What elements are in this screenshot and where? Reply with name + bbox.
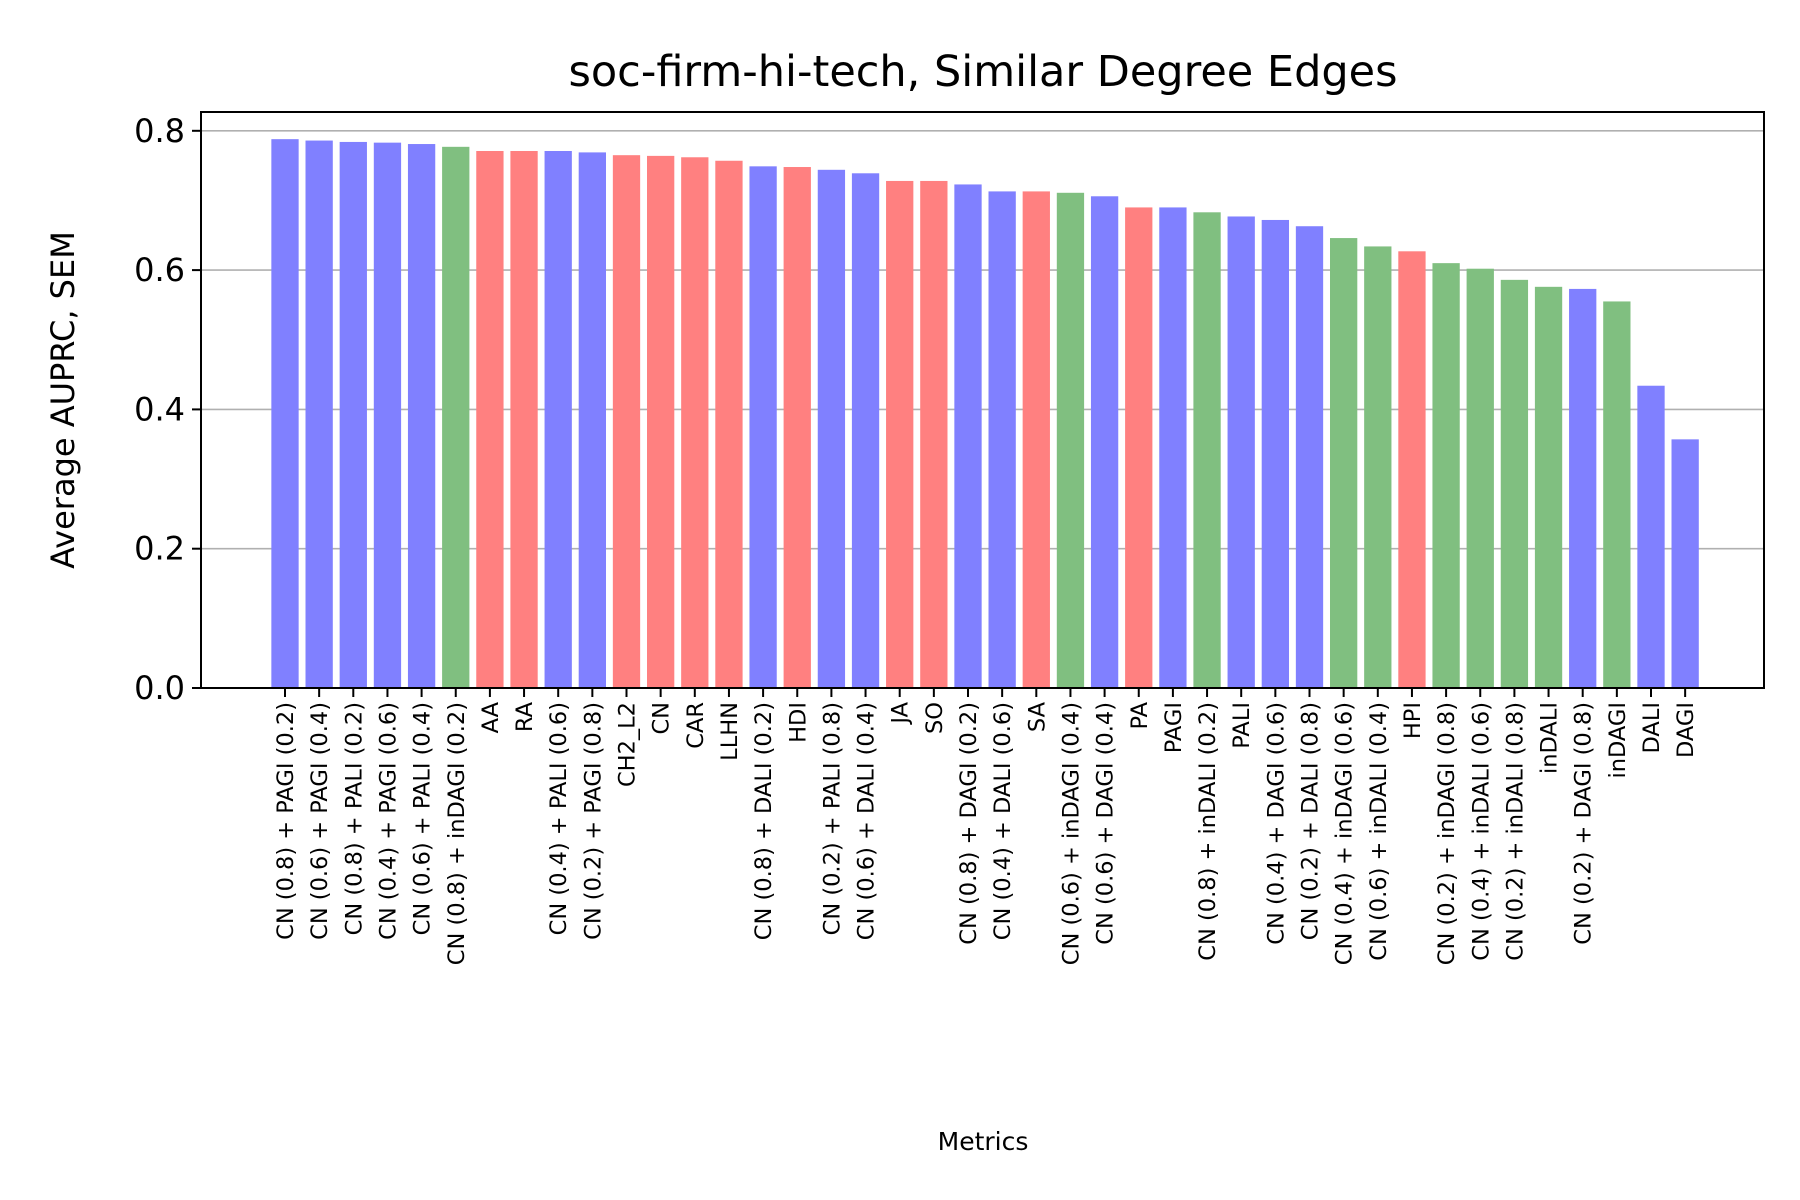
x-tick-label: SA: [1024, 701, 1050, 732]
x-tick-label: CN (0.4) + DAGI (0.6): [1263, 702, 1289, 945]
y-gridlines: [201, 130, 1764, 550]
bar: [1671, 439, 1699, 688]
x-tick-label: SO: [922, 702, 948, 734]
x-tick-label: CH2_L2: [615, 702, 641, 787]
x-tick-label: CN (0.4) + inDAGI (0.6): [1332, 702, 1358, 965]
x-tick-label: CN (0.8) + inDALI (0.2): [1195, 702, 1221, 961]
bar: [1022, 191, 1050, 688]
bar: [578, 152, 606, 689]
bar: [271, 139, 299, 689]
x-axis-label: Metrics: [938, 1127, 1029, 1156]
x-tick-label: CN (0.2) + PALI (0.8): [819, 702, 845, 935]
x-tick-label: CN (0.8) + inDAGI (0.2): [444, 702, 470, 965]
bar: [476, 151, 504, 688]
bar: [851, 173, 880, 689]
x-tick-label: CN (0.6) + inDAGI (0.4): [1058, 702, 1084, 965]
x-tick-label: CN (0.8) + PALI (0.2): [341, 702, 367, 935]
x-tick-label: CN: [649, 702, 675, 735]
x-tick-label: CN (0.8) + PAGI (0.2): [273, 702, 299, 940]
bar: [1227, 216, 1255, 688]
bar: [1364, 246, 1392, 688]
chart-title: soc-firm-hi-tech, Similar Degree Edges: [568, 47, 1397, 97]
y-axis-label: Average AUPRC, SEM: [44, 231, 82, 569]
bar: [1500, 279, 1529, 688]
x-tick-label: CN (0.4) + inDALI (0.6): [1468, 702, 1494, 961]
bar: [1534, 286, 1563, 688]
bar: [1295, 226, 1324, 688]
bar: [1637, 385, 1665, 688]
bar: [1193, 212, 1221, 688]
x-tick-label: PALI: [1229, 702, 1255, 749]
bar: [1125, 207, 1153, 688]
x-axis: CN (0.8) + PAGI (0.2) CN (0.6) + PAGI (0.…: [273, 688, 1699, 965]
bar: [954, 184, 982, 688]
bar: [442, 146, 470, 689]
x-tick-label: CN (0.6) + DAGI (0.4): [1093, 702, 1119, 945]
bar: [1466, 268, 1494, 688]
x-tick-label: LLHN: [717, 702, 743, 761]
bar: [1159, 207, 1187, 688]
bar: [817, 169, 846, 688]
x-tick-label: CN (0.8) + DALI (0.2): [751, 702, 777, 940]
bar: [681, 157, 709, 688]
y-axis: 0.0 0.2 0.4 0.6 0.8: [134, 112, 201, 707]
x-tick-label: CN (0.4) + DALI (0.6): [990, 702, 1016, 940]
x-tick-label: DALI: [1639, 702, 1665, 754]
bar: [783, 167, 811, 689]
bar: [612, 155, 641, 688]
x-tick-label: CN (0.8) + DAGI (0.2): [956, 702, 982, 945]
bar: [1398, 251, 1426, 688]
bar: [305, 140, 333, 689]
y-tick-label: 0.6: [134, 251, 185, 289]
bar: [749, 166, 777, 688]
bar: [1603, 301, 1631, 688]
bar: [920, 180, 948, 689]
x-tick-label: CN (0.6) + PAGI (0.4): [307, 702, 333, 940]
y-tick-label: 0.0: [134, 669, 185, 707]
bar: [373, 142, 402, 689]
bar: [407, 144, 436, 688]
y-tick-label: 0.2: [134, 530, 185, 568]
x-tick-label: CN (0.4) + PAGI (0.6): [375, 702, 401, 940]
x-tick-label: RA: [512, 701, 538, 732]
x-tick-label: JA: [888, 701, 914, 725]
x-tick-label: CN (0.4) + PALI (0.6): [546, 702, 572, 935]
bar: [886, 180, 914, 689]
x-tick-label: inDAGI: [1605, 702, 1631, 779]
x-tick-label: CN (0.2) + PAGI (0.8): [580, 702, 606, 940]
x-tick-label: CAR: [683, 702, 709, 749]
x-tick-label: DAGI: [1673, 702, 1699, 758]
x-tick-label: AA: [478, 701, 504, 733]
bar: [1090, 196, 1119, 688]
bars: [271, 139, 1699, 689]
bar: [339, 141, 367, 688]
y-tick-label: 0.4: [134, 390, 185, 428]
bar: [1432, 263, 1460, 688]
x-tick-label: PA: [1127, 701, 1153, 729]
x-tick-label: CN (0.2) + inDAGI (0.8): [1434, 702, 1460, 965]
x-tick-label: HPI: [1400, 702, 1426, 739]
x-tick-label: PAGI: [1161, 702, 1187, 753]
x-tick-label: CN (0.2) + inDALI (0.8): [1502, 702, 1528, 961]
y-tick-label: 0.8: [134, 112, 185, 150]
bar: [1261, 219, 1289, 688]
bar: [1056, 192, 1085, 689]
x-tick-label: CN (0.2) + DALI (0.8): [1298, 702, 1324, 940]
x-tick-label: inDALI: [1537, 702, 1563, 774]
bar: [510, 151, 538, 688]
bar: [988, 191, 1016, 688]
plot-frame: [200, 111, 1765, 689]
x-tick-label: CN (0.6) + PALI (0.4): [410, 702, 436, 935]
bar: [1569, 288, 1597, 688]
bar: [544, 151, 572, 688]
x-tick-label: CN (0.2) + DAGI (0.8): [1571, 702, 1597, 945]
x-tick-label: CN (0.6) + DALI (0.4): [854, 702, 880, 940]
bar: [715, 160, 743, 689]
bar: [1330, 238, 1358, 688]
x-tick-label: CN (0.6) + inDALI (0.4): [1366, 702, 1392, 961]
x-tick-label: HDI: [785, 702, 811, 743]
bar: [647, 155, 675, 688]
